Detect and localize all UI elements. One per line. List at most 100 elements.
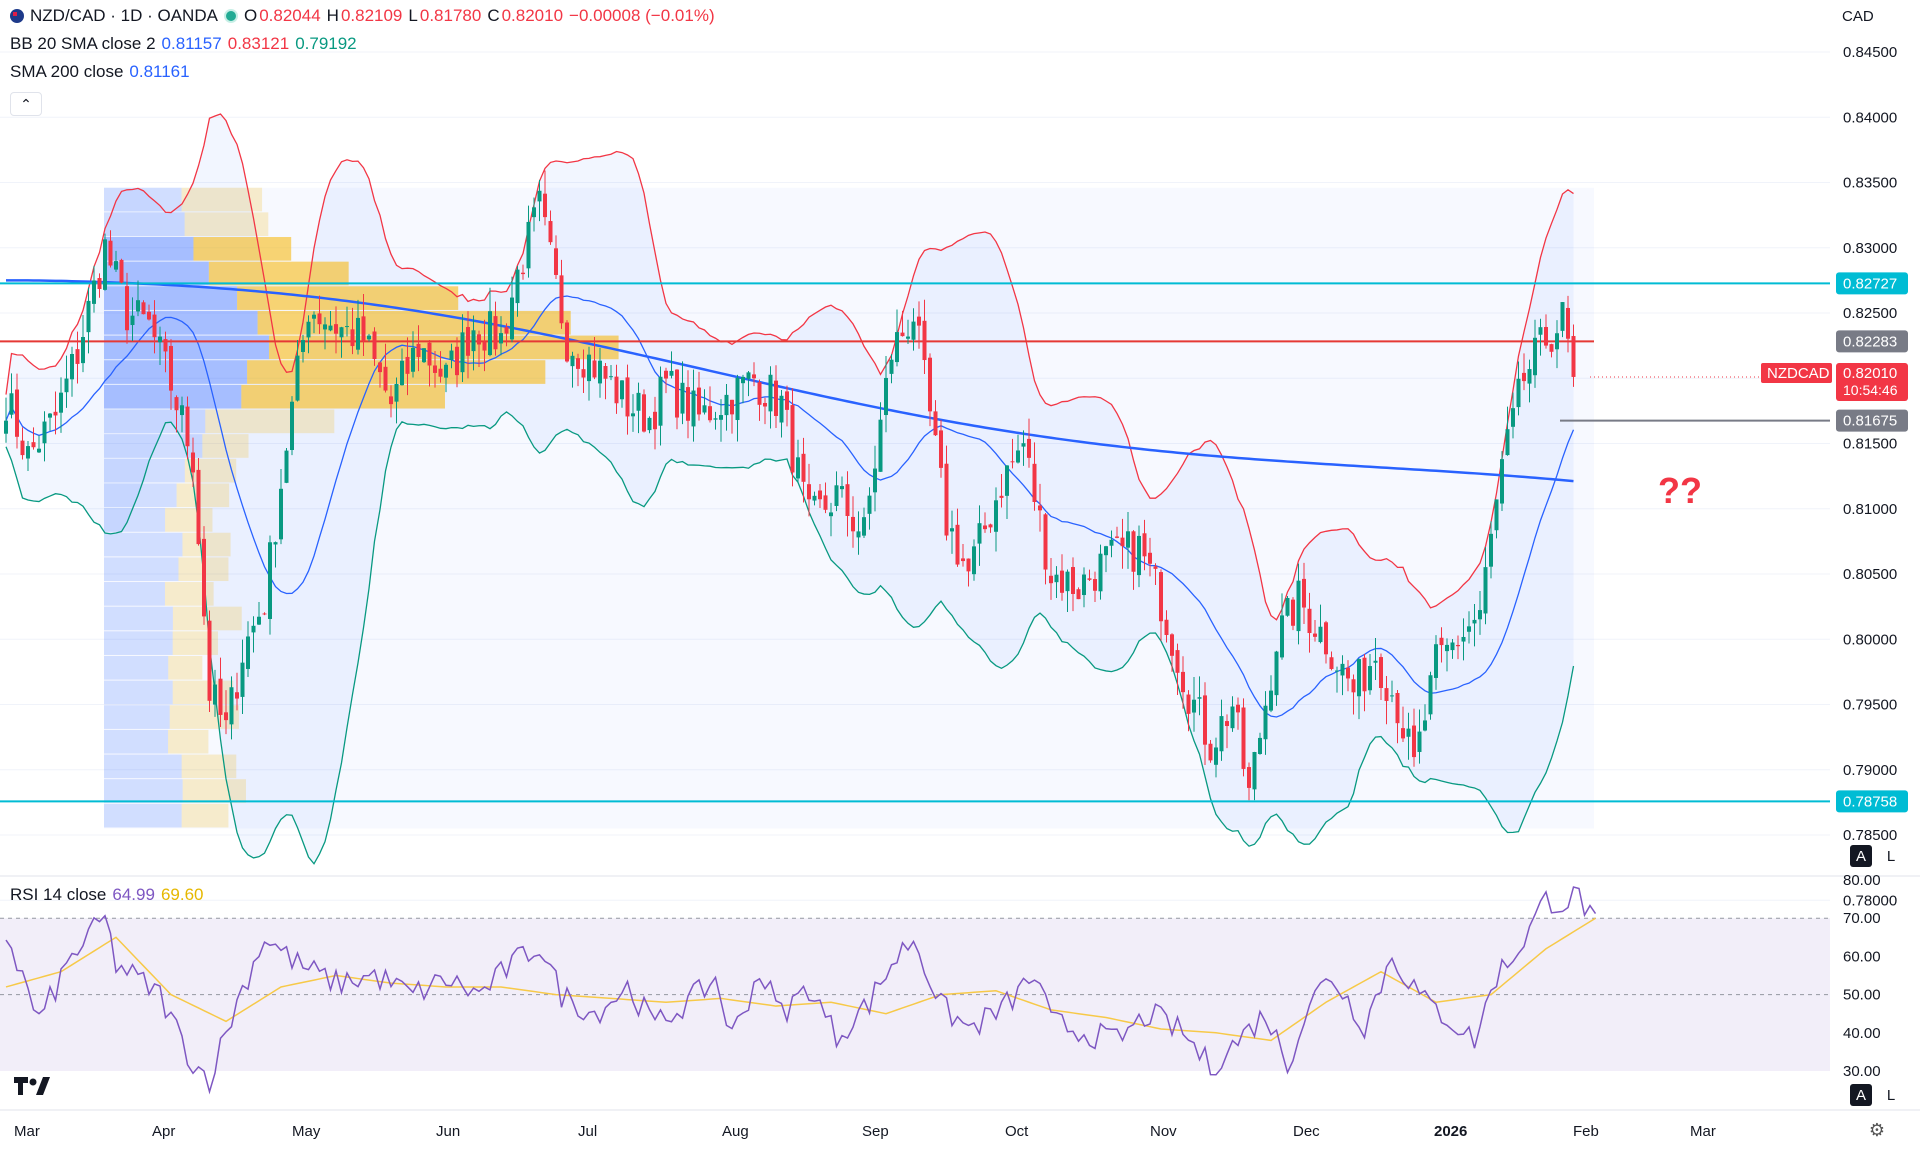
candle-body xyxy=(1566,307,1570,339)
volume-bin-up xyxy=(104,212,185,237)
candle-body xyxy=(598,360,602,384)
candle-body xyxy=(482,341,487,351)
candle-body xyxy=(939,430,943,468)
candle-body xyxy=(1120,537,1125,547)
candle-body xyxy=(317,313,322,325)
candle-body xyxy=(268,542,272,619)
candle-body xyxy=(356,317,360,350)
candle-body xyxy=(4,420,8,434)
bb-legend[interactable]: BB 20 SMA close 2 0.81157 0.83121 0.7919… xyxy=(10,34,357,54)
candle-body xyxy=(438,368,443,377)
candle-body xyxy=(108,240,113,266)
candle-body xyxy=(48,413,52,418)
candle-body xyxy=(1516,378,1521,408)
candle-body xyxy=(977,523,982,544)
candle-body xyxy=(521,272,525,275)
bb-basis-line xyxy=(5,295,1575,718)
candle-body xyxy=(1175,650,1180,673)
price-label-text: 0.82727 xyxy=(1843,275,1897,292)
candle-body xyxy=(1483,567,1488,614)
candle-body xyxy=(460,332,465,373)
candle-body xyxy=(1368,666,1372,691)
rsi-auto-scale-button[interactable]: A xyxy=(1850,1084,1872,1106)
candle-body xyxy=(119,259,124,283)
candle-body xyxy=(273,542,278,545)
ohlc-open: O 0.82044 xyxy=(243,6,321,25)
candle-body xyxy=(922,320,927,361)
candle-body xyxy=(1071,567,1075,594)
candle-body xyxy=(1489,533,1493,567)
rsi-legend[interactable]: RSI 14 close 64.99 69.60 xyxy=(10,885,203,905)
volume-bin-up xyxy=(104,286,238,310)
candle-body xyxy=(1032,463,1037,502)
price-tick-label: 0.80500 xyxy=(1843,566,1897,583)
volume-bin-up xyxy=(104,729,169,754)
candle-body xyxy=(1186,694,1191,714)
settings-gear-icon[interactable]: ⚙ xyxy=(1868,1119,1886,1140)
candle-body xyxy=(752,374,756,379)
candle-body xyxy=(1555,333,1559,350)
candle-body xyxy=(774,380,778,416)
candle-body xyxy=(37,448,41,453)
candle-body xyxy=(31,442,36,448)
candle-body xyxy=(499,333,503,344)
candle-body xyxy=(565,322,569,362)
candle-body xyxy=(1219,716,1224,752)
sma-legend[interactable]: SMA 200 close 0.81161 xyxy=(10,62,190,82)
candle-body xyxy=(708,406,712,421)
candle-body xyxy=(1043,514,1048,570)
candle-body xyxy=(829,512,833,517)
candle-body xyxy=(768,374,773,412)
candle-body xyxy=(147,311,151,320)
candle-body xyxy=(845,484,850,517)
candle-body xyxy=(1450,642,1455,651)
candle-body xyxy=(1049,575,1053,584)
candle-body xyxy=(163,339,168,352)
price-label-tag xyxy=(1836,409,1908,432)
candle-body xyxy=(411,347,415,372)
collapse-legend-button[interactable]: ⌃ xyxy=(10,92,42,116)
candle-body xyxy=(246,636,250,669)
price-tick-label: 0.81500 xyxy=(1843,436,1897,453)
price-label-text: 0.82283 xyxy=(1843,333,1897,350)
symbol-legend[interactable]: NZD/CAD · 1D · OANDA O 0.82044 H 0.82109 L… xyxy=(10,6,715,26)
candle-body xyxy=(730,399,734,415)
candle-body xyxy=(1560,302,1565,331)
time-tick-label: 2026 xyxy=(1434,1123,1467,1140)
auto-scale-button[interactable]: A xyxy=(1850,845,1872,867)
volume-bin-up xyxy=(104,582,165,606)
bb-label: BB 20 SMA close 2 xyxy=(10,34,156,53)
candle-body xyxy=(152,314,157,338)
candle-body xyxy=(966,558,971,572)
candle-body xyxy=(1005,465,1009,496)
candle-body xyxy=(389,396,393,405)
candle-body xyxy=(933,411,938,436)
candle-body xyxy=(1439,637,1444,646)
candle-body xyxy=(889,359,894,374)
candle-body xyxy=(92,280,96,304)
price-label-tag xyxy=(1836,272,1908,295)
rsi-line xyxy=(5,886,1597,1095)
candle-body xyxy=(1104,546,1108,556)
candle-body xyxy=(895,332,899,363)
candle-body xyxy=(141,302,146,315)
symbol-title: NZD/CAD · 1D · OANDA xyxy=(30,6,218,25)
candle-body xyxy=(1428,675,1433,715)
chevron-up-icon: ⌃ xyxy=(20,95,32,112)
candle-body xyxy=(240,662,245,697)
candle-body xyxy=(1021,443,1026,447)
candle-body xyxy=(103,239,107,290)
ohlc-low: L 0.81780 xyxy=(408,6,482,25)
currency-label[interactable]: CAD xyxy=(1842,8,1874,25)
candle-body xyxy=(488,311,492,356)
candle-body xyxy=(790,405,795,473)
log-scale-button[interactable]: L xyxy=(1886,847,1896,865)
bb-lower-value: 0.79192 xyxy=(295,34,357,53)
candle-body xyxy=(972,546,976,575)
candle-body xyxy=(746,372,751,379)
rsi-log-scale-button[interactable]: L xyxy=(1886,1086,1896,1104)
candle-body xyxy=(801,453,806,482)
candle-body xyxy=(675,369,679,418)
